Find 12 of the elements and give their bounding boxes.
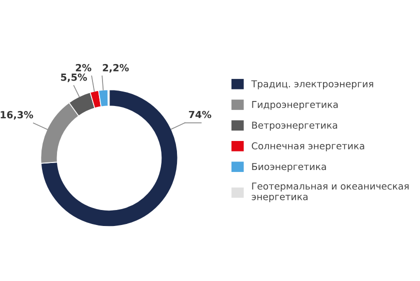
data-label: 5,5% <box>61 74 87 82</box>
legend-label: Биоэнергетика <box>252 163 326 172</box>
data-label: 2,2% <box>102 64 129 73</box>
legend-label: Солнечная энергетика <box>252 142 364 152</box>
legend-label: Традиц. электроэнергия <box>251 80 374 90</box>
donut-slice <box>40 89 178 227</box>
legend-label: Ветроэнергетика <box>252 122 338 131</box>
data-label: 16,3% <box>0 111 34 120</box>
legend-label: Геотермальная и океаническая энергетика <box>252 182 409 202</box>
data-label: 2% <box>76 64 92 72</box>
data-label: 74% <box>188 110 212 118</box>
legend-label: Гидроэнергетика <box>252 101 338 110</box>
